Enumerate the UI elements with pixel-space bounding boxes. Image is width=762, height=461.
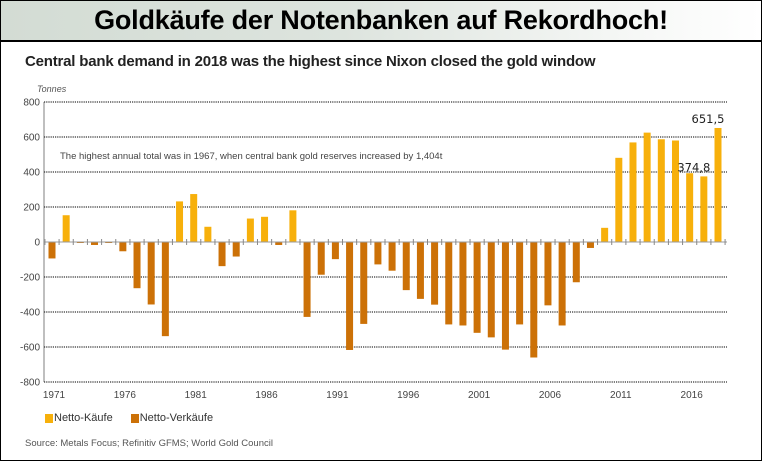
- bar-sale: [48, 242, 56, 259]
- bar-sale: [360, 242, 368, 324]
- bar-sale: [445, 242, 453, 325]
- gridlines: [43, 101, 727, 383]
- bar-purchase: [629, 142, 637, 242]
- bar-sale: [374, 242, 382, 265]
- legend: Netto-Käufe Netto-Verkäufe: [45, 412, 213, 424]
- bar-sale: [331, 242, 339, 260]
- page-title: Goldkäufe der Notenbanken auf Rekordhoch…: [94, 5, 668, 35]
- y-tick-label: 400: [23, 168, 40, 179]
- y-axis-label: Tonnes: [37, 84, 67, 94]
- bar-purchase: [615, 157, 623, 242]
- bar-sale: [544, 242, 552, 306]
- x-tick-label: 1996: [397, 390, 420, 401]
- bar-sale: [487, 242, 495, 338]
- bar-purchase: [289, 210, 297, 242]
- bar-sale: [516, 242, 524, 325]
- y-tick-label: 600: [23, 133, 40, 144]
- x-tick-label: 2011: [610, 390, 632, 401]
- bar-purchase: [643, 132, 651, 242]
- bar-purchase: [204, 226, 212, 242]
- chart-title: Central bank demand in 2018 was the high…: [25, 53, 596, 70]
- data-label: 651,5: [692, 112, 725, 126]
- x-tick-label: 2001: [468, 390, 491, 401]
- bar-sale: [388, 242, 396, 271]
- legend-swatch-sales: [130, 413, 139, 423]
- legend-swatch-purchases: [45, 413, 53, 423]
- bar-sale: [303, 242, 311, 317]
- zero-axis: [44, 239, 727, 245]
- bar-sale: [119, 242, 127, 252]
- bar-purchase: [601, 227, 609, 242]
- bar-purchase: [261, 216, 269, 242]
- bar-sale: [133, 242, 141, 289]
- bar-sale: [147, 242, 155, 305]
- bar-sale: [161, 242, 169, 337]
- bar-sale: [275, 242, 283, 245]
- x-tick-label: 1986: [255, 390, 278, 401]
- bar-purchase: [246, 218, 254, 242]
- bar-sale: [501, 242, 509, 350]
- bar-sale: [558, 242, 566, 326]
- bar-purchase: [657, 139, 665, 242]
- x-tick-label: 1991: [326, 390, 349, 401]
- bar-sale: [346, 242, 354, 350]
- x-tick-label: 1981: [185, 390, 208, 401]
- source-note: Source: Metals Focus; Refinitiv GFMS; Wo…: [25, 438, 273, 449]
- bars: [48, 127, 722, 358]
- bar-purchase: [700, 176, 708, 242]
- y-tick-label: -800: [20, 378, 40, 389]
- legend-item-sales: Netto-Verkäufe: [130, 412, 214, 424]
- bar-purchase: [714, 127, 722, 242]
- y-tick-label: -400: [20, 308, 40, 319]
- bar-sale: [317, 242, 325, 275]
- bar-purchase: [176, 201, 184, 242]
- bar-sale: [218, 242, 226, 267]
- y-tick-label: 800: [23, 98, 40, 109]
- data-labels: 374,8 651,5: [677, 112, 724, 174]
- x-tick-label: 1971: [43, 390, 66, 401]
- legend-item-purchases: Netto-Käufe: [45, 412, 113, 424]
- y-tick-label: 0: [34, 238, 40, 249]
- bar-sale: [572, 242, 580, 283]
- legend-label-purchases: Netto-Käufe: [54, 412, 113, 424]
- bar-purchase: [190, 194, 198, 242]
- bar-purchase: [62, 215, 70, 242]
- chart-annotation: The highest annual total was in 1967, wh…: [60, 151, 443, 162]
- bar-sale: [402, 242, 410, 291]
- y-tick-label: 200: [23, 203, 40, 214]
- y-tick-label: -200: [20, 273, 40, 284]
- bar-sale: [91, 242, 99, 245]
- bar-purchase: [671, 140, 679, 242]
- y-tick-label: -600: [20, 343, 40, 354]
- bar-purchase: [686, 173, 694, 242]
- bar-sale: [459, 242, 467, 326]
- x-tick-label: 2016: [681, 390, 704, 401]
- bar-sale: [416, 242, 424, 299]
- bar-sale: [530, 242, 538, 358]
- data-label: 374,8: [677, 160, 710, 174]
- bar-sale: [586, 242, 594, 248]
- header-banner: Goldkäufe der Notenbanken auf Rekordhoch…: [1, 1, 761, 42]
- y-tick-labels: 800 600 400 200 0 -200 -400 -600 -800: [20, 98, 40, 389]
- x-tick-label: 2006: [539, 390, 562, 401]
- bar-sale: [473, 242, 481, 333]
- legend-label-sales: Netto-Verkäufe: [139, 412, 214, 424]
- bar-sale: [431, 242, 439, 305]
- x-tick-labels: 1971 1976 1981 1986 1991 1996 2001 2006 2011 2016: [43, 390, 703, 401]
- bar-sale: [232, 242, 240, 257]
- x-tick-label: 1976: [114, 390, 137, 401]
